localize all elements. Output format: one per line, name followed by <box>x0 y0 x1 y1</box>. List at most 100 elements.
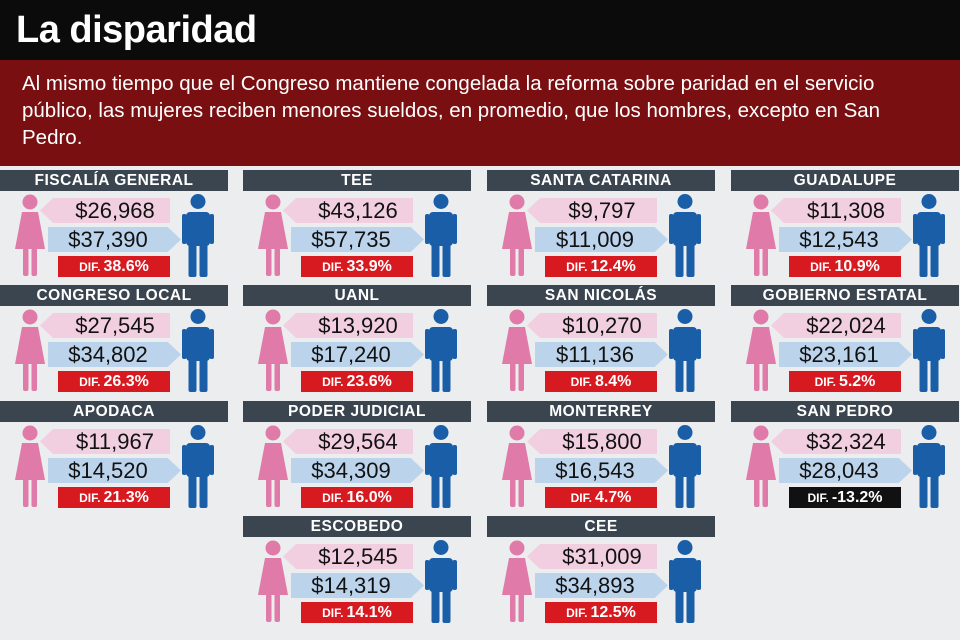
card-title: PODER JUDICIAL <box>243 401 471 422</box>
woman-icon <box>746 425 776 507</box>
difference-value: 26.3% <box>103 373 149 390</box>
card-title: SAN NICOLÁS <box>487 285 715 306</box>
men-salary: $34,802 <box>68 342 148 367</box>
difference-badge: DIF. 23.6% <box>301 371 413 392</box>
card: GUADALUPE $11,308 $12,543 DIF. 10.9% <box>731 170 959 278</box>
card-title: ESCOBEDO <box>243 516 471 537</box>
card: TEE $43,126 $57,735 DIF. 33.9% <box>243 170 471 278</box>
women-salary-box <box>40 198 170 223</box>
card: SAN PEDRO $32,324 $28,043 DIF. -13.2% <box>731 401 959 509</box>
title-bar: La disparidad <box>0 0 960 60</box>
men-salary: $16,543 <box>555 458 635 483</box>
card-title: TEE <box>243 170 471 191</box>
women-salary: $10,270 <box>562 313 642 338</box>
intro-text: Al mismo tiempo que el Congreso mantiene… <box>22 72 881 149</box>
difference-badge: DIF. 26.3% <box>58 371 170 392</box>
card: FISCALÍA GENERAL $26,968 $37,390 DIF. 38.6% <box>0 170 228 278</box>
difference-value: 14.1% <box>346 604 392 621</box>
women-salary: $13,920 <box>318 313 398 338</box>
women-salary-box <box>283 198 413 223</box>
men-salary-box <box>535 573 668 598</box>
difference-label: DIF. <box>566 260 588 274</box>
men-salary-box <box>779 227 912 252</box>
women-salary-box <box>771 429 901 454</box>
difference-badge: DIF. 16.0% <box>301 487 413 508</box>
women-salary: $43,126 <box>318 198 398 223</box>
women-salary-box <box>771 198 901 223</box>
difference-value: 23.6% <box>346 373 392 390</box>
difference-label: DIF. <box>79 260 101 274</box>
men-salary-box <box>291 573 424 598</box>
women-salary: $22,024 <box>806 313 886 338</box>
woman-icon <box>746 309 776 391</box>
difference-label: DIF. <box>322 606 344 620</box>
man-icon <box>425 540 457 623</box>
woman-icon <box>258 309 288 391</box>
difference-value: 12.4% <box>590 258 636 275</box>
woman-icon <box>502 425 532 507</box>
card-title: GOBIERNO ESTATAL <box>731 285 959 306</box>
card: CEE $31,009 $34,893 DIF. 12.5% <box>487 516 715 624</box>
card: GOBIERNO ESTATAL $22,024 $23,161 DIF. 5.2% <box>731 285 959 393</box>
man-icon <box>182 194 214 277</box>
women-salary-box <box>771 313 901 338</box>
men-salary: $37,390 <box>68 227 148 252</box>
woman-icon <box>502 194 532 276</box>
card-title: CEE <box>487 516 715 537</box>
women-salary-box <box>283 429 413 454</box>
difference-value: 8.4% <box>594 373 632 390</box>
card: SANTA CATARINA $9,797 $11,009 DIF. 12.4% <box>487 170 715 278</box>
women-salary-box <box>527 313 657 338</box>
man-icon <box>669 309 701 392</box>
men-salary: $34,309 <box>311 458 391 483</box>
woman-icon <box>15 194 45 276</box>
woman-icon <box>502 540 532 622</box>
woman-icon <box>746 194 776 276</box>
difference-label: DIF. <box>322 260 344 274</box>
difference-badge: DIF. 12.4% <box>545 256 657 277</box>
difference-value: 21.3% <box>103 489 149 506</box>
women-salary: $12,545 <box>318 544 398 569</box>
women-salary: $15,800 <box>562 429 642 454</box>
man-icon <box>669 194 701 277</box>
women-salary: $29,564 <box>318 429 398 454</box>
card: SAN NICOLÁS $10,270 $11,136 DIF. 8.4% <box>487 285 715 393</box>
card-title: SANTA CATARINA <box>487 170 715 191</box>
card-title: SAN PEDRO <box>731 401 959 422</box>
difference-badge: DIF. 38.6% <box>58 256 170 277</box>
woman-icon <box>258 194 288 276</box>
difference-badge: DIF. 8.4% <box>545 371 657 392</box>
difference-badge: DIF. 12.5% <box>545 602 657 623</box>
men-salary: $34,893 <box>555 573 635 598</box>
difference-label: DIF. <box>810 260 832 274</box>
difference-badge: DIF. 21.3% <box>58 487 170 508</box>
difference-value: 38.6% <box>103 258 149 275</box>
women-salary: $32,324 <box>806 429 886 454</box>
man-icon <box>913 194 945 277</box>
men-salary-box <box>535 227 668 252</box>
men-salary: $11,136 <box>556 342 634 367</box>
difference-label: DIF. <box>566 606 588 620</box>
men-salary-box <box>291 342 424 367</box>
women-salary: $27,545 <box>75 313 155 338</box>
men-salary-box <box>779 458 912 483</box>
difference-badge: DIF. 5.2% <box>789 371 901 392</box>
difference-value: 12.5% <box>590 604 636 621</box>
man-icon <box>669 425 701 508</box>
women-salary-box <box>527 429 657 454</box>
difference-value: 5.2% <box>838 373 876 390</box>
card-title: FISCALÍA GENERAL <box>0 170 228 191</box>
man-icon <box>425 425 457 508</box>
page-title: La disparidad <box>16 9 257 51</box>
man-icon <box>913 425 945 508</box>
woman-icon <box>15 425 45 507</box>
difference-badge: DIF. 10.9% <box>789 256 901 277</box>
difference-label: DIF. <box>570 491 592 505</box>
card: APODACA $11,967 $14,520 DIF. 21.3% <box>0 401 228 509</box>
men-salary-box <box>48 227 181 252</box>
men-salary-box <box>535 458 668 483</box>
men-salary: $11,009 <box>556 227 634 252</box>
women-salary: $26,968 <box>75 198 155 223</box>
men-salary-box <box>535 342 668 367</box>
difference-label: DIF. <box>79 375 101 389</box>
